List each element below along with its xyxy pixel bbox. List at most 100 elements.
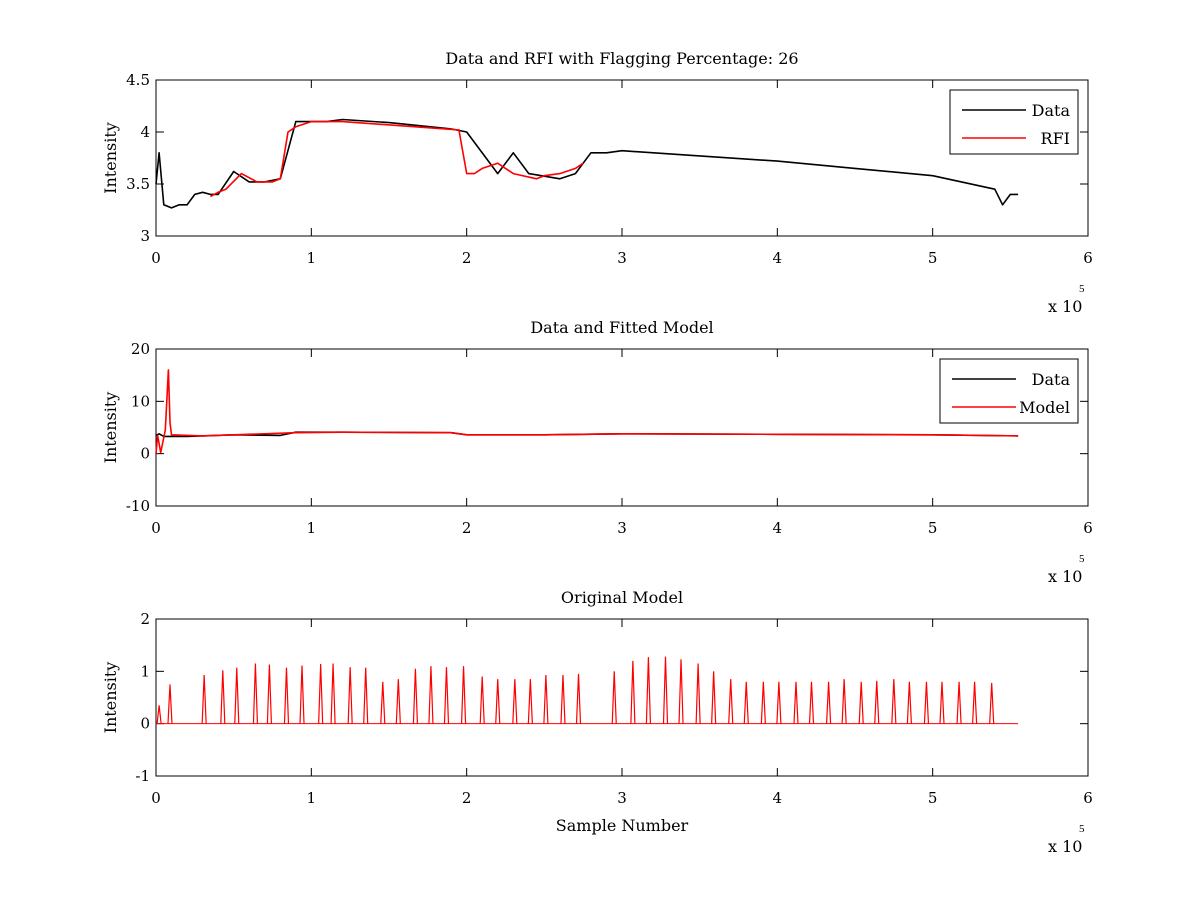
- spike: [743, 681, 749, 724]
- x-tick-label: 5: [928, 519, 938, 537]
- y-tick-label: 20: [131, 340, 150, 358]
- spike: [347, 667, 353, 724]
- spike: [252, 663, 259, 724]
- spike: [318, 663, 324, 724]
- legend-entry: Model: [1019, 398, 1070, 417]
- y-tick-label: -10: [126, 497, 150, 515]
- spike: [695, 663, 701, 724]
- chart-title: Original Model: [561, 588, 683, 607]
- y-tick-label: 4: [140, 123, 150, 141]
- legend-box: [939, 358, 1079, 424]
- spike: [266, 664, 272, 724]
- spike: [428, 666, 434, 724]
- spike: [793, 681, 799, 724]
- x-tick-label: 3: [617, 789, 627, 807]
- legend: Data Model: [939, 358, 1079, 424]
- x-tick-label: 2: [462, 249, 472, 267]
- spike: [645, 657, 652, 724]
- spike: [330, 663, 336, 724]
- spike: [939, 681, 945, 724]
- x-tick-label: 1: [307, 789, 317, 807]
- chart-title: Data and Fitted Model: [530, 318, 713, 337]
- x-tick-label: 0: [151, 249, 161, 267]
- spike: [858, 681, 864, 724]
- spike: [711, 671, 717, 724]
- x-multiplier-exponent: 5: [1079, 553, 1085, 565]
- chart-panel-2: Data and Fitted Model Intensity 0 1 2 3 4 5 6 -10…: [101, 318, 1093, 586]
- spike: [972, 681, 978, 724]
- x-tick-label: 2: [462, 519, 472, 537]
- spike: [891, 679, 897, 724]
- series-line-RFI: [210, 120, 584, 198]
- spike: [479, 676, 485, 724]
- y-tick-label: 3.5: [126, 175, 150, 193]
- spike: [611, 671, 617, 724]
- axes-box: [155, 348, 1089, 507]
- x-axis-label: Sample Number: [556, 816, 689, 835]
- x-multiplier: x 10: [1048, 837, 1082, 856]
- spike: [575, 673, 582, 724]
- legend-entry: RFI: [1041, 129, 1070, 148]
- x-tick-label: 0: [151, 789, 161, 807]
- spike: [841, 679, 847, 724]
- spike: [412, 668, 419, 724]
- spike: [543, 674, 549, 724]
- spike: [678, 659, 684, 724]
- chart-panel-1: Data and RFI with Flagging Percentage: 2…: [101, 49, 1093, 316]
- x-tick-label: 0: [151, 519, 161, 537]
- x-tick-label: 4: [773, 789, 783, 807]
- y-tick-label: 1: [140, 662, 150, 680]
- x-multiplier: x 10: [1048, 567, 1082, 586]
- spike: [234, 667, 240, 724]
- spike: [201, 674, 207, 724]
- spike: [808, 681, 815, 724]
- x-tick-label: 1: [307, 519, 317, 537]
- spike: [460, 666, 467, 724]
- x-tick-label: 3: [617, 249, 627, 267]
- spike: [156, 705, 162, 724]
- legend-entry: Data: [1032, 370, 1071, 389]
- spike: [560, 674, 566, 724]
- x-tick-label: 4: [773, 249, 783, 267]
- y-tick-label: 10: [131, 392, 150, 410]
- y-tick-label: 0: [140, 715, 150, 733]
- chart-title: Data and RFI with Flagging Percentage: 2…: [445, 49, 798, 68]
- spike: [443, 667, 450, 724]
- x-tick-label: 2: [462, 789, 472, 807]
- spike: [760, 681, 766, 724]
- x-tick-label: 1: [307, 249, 317, 267]
- y-tick-label: -1: [135, 767, 150, 785]
- spike: [776, 681, 782, 724]
- y-axis-label: Intensity: [101, 662, 120, 734]
- x-tick-label: 6: [1083, 519, 1093, 537]
- x-multiplier: x 10: [1048, 297, 1082, 316]
- spike: [495, 679, 501, 724]
- spike: [956, 681, 962, 724]
- spike: [923, 681, 930, 724]
- y-axis-label: Intensity: [101, 392, 120, 464]
- y-tick-label: 4.5: [126, 71, 150, 89]
- y-tick-label: 2: [140, 610, 150, 628]
- spike: [662, 656, 669, 724]
- x-tick-label: 4: [773, 519, 783, 537]
- y-axis-label: Intensity: [101, 122, 120, 194]
- x-tick-label: 3: [617, 519, 627, 537]
- x-tick-label: 6: [1083, 249, 1093, 267]
- legend-box: [949, 89, 1079, 155]
- y-tick-label: 3: [140, 227, 150, 245]
- x-tick-label: 5: [928, 249, 938, 267]
- spike: [874, 680, 880, 724]
- spike: [380, 681, 386, 724]
- spike: [167, 684, 173, 724]
- legend-entry: Data: [1032, 101, 1071, 120]
- series-line-Model: [155, 369, 1019, 454]
- spike: [825, 681, 832, 724]
- spike: [527, 679, 533, 724]
- legend: Data RFI: [949, 89, 1079, 155]
- chart-panel-3: Original Model Intensity Sample Number 0 1 2 3…: [101, 588, 1093, 856]
- spike: [395, 679, 401, 724]
- y-tick-label: 0: [140, 445, 150, 463]
- spike: [363, 667, 369, 724]
- spike: [283, 667, 290, 724]
